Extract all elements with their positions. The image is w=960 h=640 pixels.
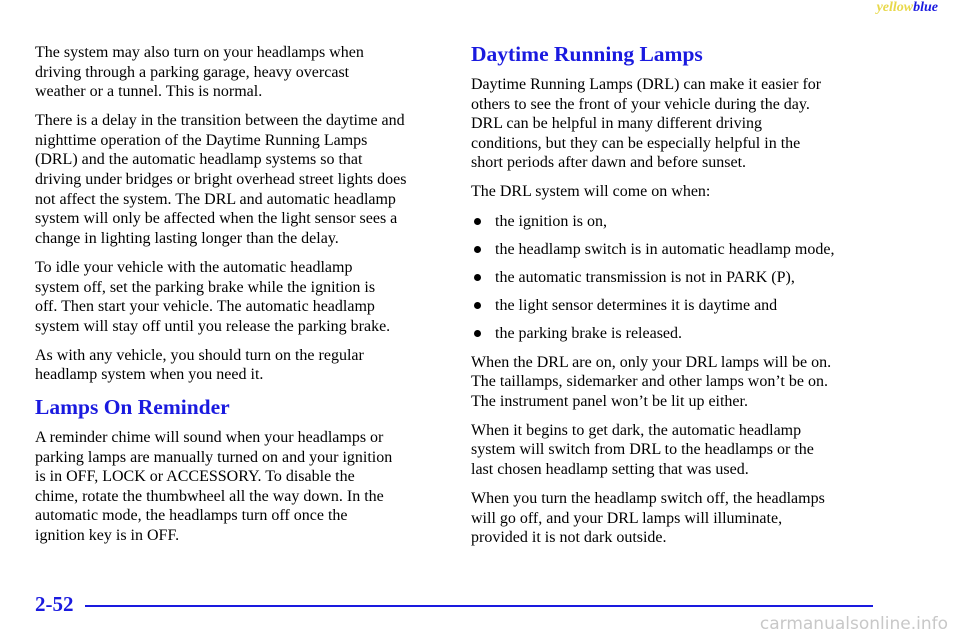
text-line: last chosen headlamp setting that was us… <box>471 460 749 478</box>
text-line: is in OFF, LOCK or ACCESSORY. To disable… <box>35 468 355 486</box>
left-column: The system may also turn on your headlam… <box>35 43 455 555</box>
text-line: A reminder chime will sound when your he… <box>35 429 384 446</box>
text-line: not affect the system. The DRL and autom… <box>35 190 396 208</box>
text-line: DRL can be helpful in many different dri… <box>471 115 763 133</box>
text-line: provided it is not dark outside. <box>471 529 667 547</box>
paragraph: A reminder chime will sound when your he… <box>35 428 455 546</box>
text-line: conditions, but they can be especially h… <box>471 134 801 152</box>
text-line: short periods after dawn and before suns… <box>471 154 747 172</box>
text-line: The taillamps, sidemarker and other lamp… <box>471 373 828 391</box>
section-heading: Daytime Running Lamps <box>471 42 703 66</box>
text-line: (DRL) and the automatic headlamp systems… <box>35 151 363 169</box>
paragraph: There is a delay in the transition betwe… <box>35 111 455 248</box>
paragraph: The system may also turn on your headlam… <box>35 43 455 102</box>
bullet-item: the ignition is on, <box>471 212 891 232</box>
footer-rule <box>85 605 873 607</box>
text-line: chime, rotate the thumbwheel all the way… <box>35 487 384 505</box>
text-line: parking lamps are manually turned on and… <box>35 448 393 466</box>
header-yellow: yellow <box>876 0 914 15</box>
bullet-item: the headlamp switch is in automatic head… <box>471 240 891 260</box>
text-line: headlamp system when you need it. <box>35 366 264 384</box>
paragraph: When you turn the headlamp switch off, t… <box>471 489 891 548</box>
text-line: weather or a tunnel. This is normal. <box>35 83 263 101</box>
bullet-item: the parking brake is released. <box>471 324 891 344</box>
bullet-list: the ignition is on, the headlamp switch i… <box>471 212 891 344</box>
paragraph: When it begins to get dark, the automati… <box>471 421 891 480</box>
watermark: carmanualsonline.info <box>759 614 948 634</box>
text-line: ignition key is in OFF. <box>35 526 180 544</box>
paragraph: Daytime Running Lamps (DRL) can make it … <box>471 75 891 173</box>
text-line: When you turn the headlamp switch off, t… <box>471 490 825 508</box>
page-number: 2-52 <box>35 592 74 616</box>
text-line: driving under bridges or bright overhead… <box>35 171 407 189</box>
text-line: When the DRL are on, only your DRL lamps… <box>471 353 832 371</box>
text-line: There is a delay in the transition betwe… <box>35 112 405 130</box>
paragraph: The DRL system will come on when: <box>471 182 891 202</box>
text-line: system will switch from DRL to the headl… <box>471 441 814 459</box>
text-line: system off, set the parking brake while … <box>35 278 376 296</box>
text-line: change in lighting lasting longer than t… <box>35 229 339 247</box>
text-line: The system may also turn on your headlam… <box>35 44 364 61</box>
header: yellowblue <box>877 0 938 16</box>
text-line: The instrument panel won’t be lit up eit… <box>471 392 748 410</box>
paragraph: To idle your vehicle with the automatic … <box>35 258 455 336</box>
text-line: As with any vehicle, you should turn on … <box>35 346 364 364</box>
text-line: will go off, and your DRL lamps will ill… <box>471 509 783 527</box>
text-line: system will only be affected when the li… <box>35 210 398 228</box>
text-line: nighttime operation of the Daytime Runni… <box>35 131 368 149</box>
header-blue: blue <box>913 0 938 15</box>
section-heading: Lamps On Reminder <box>35 395 230 419</box>
text-line: off. Then start your vehicle. The automa… <box>35 298 375 316</box>
bullet-item: the light sensor determines it is daytim… <box>471 296 891 316</box>
text-line: system will stay off until you release t… <box>35 317 391 335</box>
paragraph: When the DRL are on, only your DRL lamps… <box>471 353 891 412</box>
bullet-item: the automatic transmission is not in PAR… <box>471 268 891 288</box>
paragraph: As with any vehicle, you should turn on … <box>35 346 455 385</box>
text-line: automatic mode, the headlamps turn off o… <box>35 507 348 525</box>
text-line: Daytime Running Lamps (DRL) can make it … <box>471 76 822 93</box>
text-line: driving through a parking garage, heavy … <box>35 63 350 81</box>
text-line: others to see the front of your vehicle … <box>471 95 810 113</box>
text-line: When it begins to get dark, the automati… <box>471 421 802 439</box>
right-column: Daytime Running Lamps Daytime Running Lam… <box>471 42 891 557</box>
text-line: The DRL system will come on when: <box>471 183 711 201</box>
text-line: To idle your vehicle with the automatic … <box>35 258 353 276</box>
